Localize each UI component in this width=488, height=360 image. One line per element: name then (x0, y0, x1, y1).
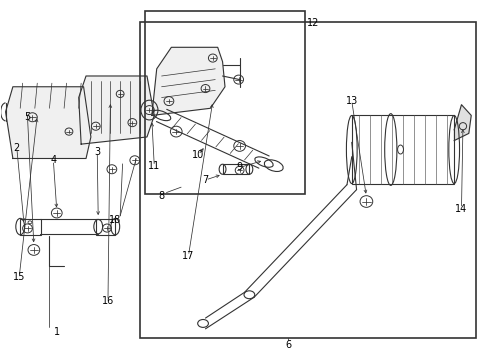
Text: 2: 2 (14, 143, 20, 153)
Text: 5: 5 (24, 112, 31, 122)
Text: 16: 16 (102, 296, 114, 306)
Text: 12: 12 (306, 18, 318, 28)
Text: 18: 18 (109, 215, 121, 225)
Text: 1: 1 (54, 327, 60, 337)
Polygon shape (5, 87, 91, 158)
Text: 7: 7 (202, 175, 208, 185)
Text: 11: 11 (148, 161, 160, 171)
Text: 15: 15 (13, 272, 25, 282)
Text: 9: 9 (236, 162, 242, 172)
Polygon shape (79, 76, 154, 144)
Text: 13: 13 (345, 96, 357, 106)
Text: 17: 17 (182, 251, 194, 261)
Polygon shape (453, 105, 470, 140)
Text: 8: 8 (158, 191, 164, 201)
Bar (96, 219, 115, 234)
Text: 10: 10 (192, 150, 204, 160)
Bar (20, 219, 41, 234)
Text: 14: 14 (454, 204, 467, 214)
Bar (351, 116, 453, 184)
Text: 4: 4 (50, 155, 56, 165)
Bar (144, 12, 305, 194)
Bar (140, 22, 475, 338)
Polygon shape (152, 47, 224, 116)
Text: 6: 6 (285, 340, 291, 350)
Text: 3: 3 (94, 147, 100, 157)
Bar (222, 164, 249, 174)
